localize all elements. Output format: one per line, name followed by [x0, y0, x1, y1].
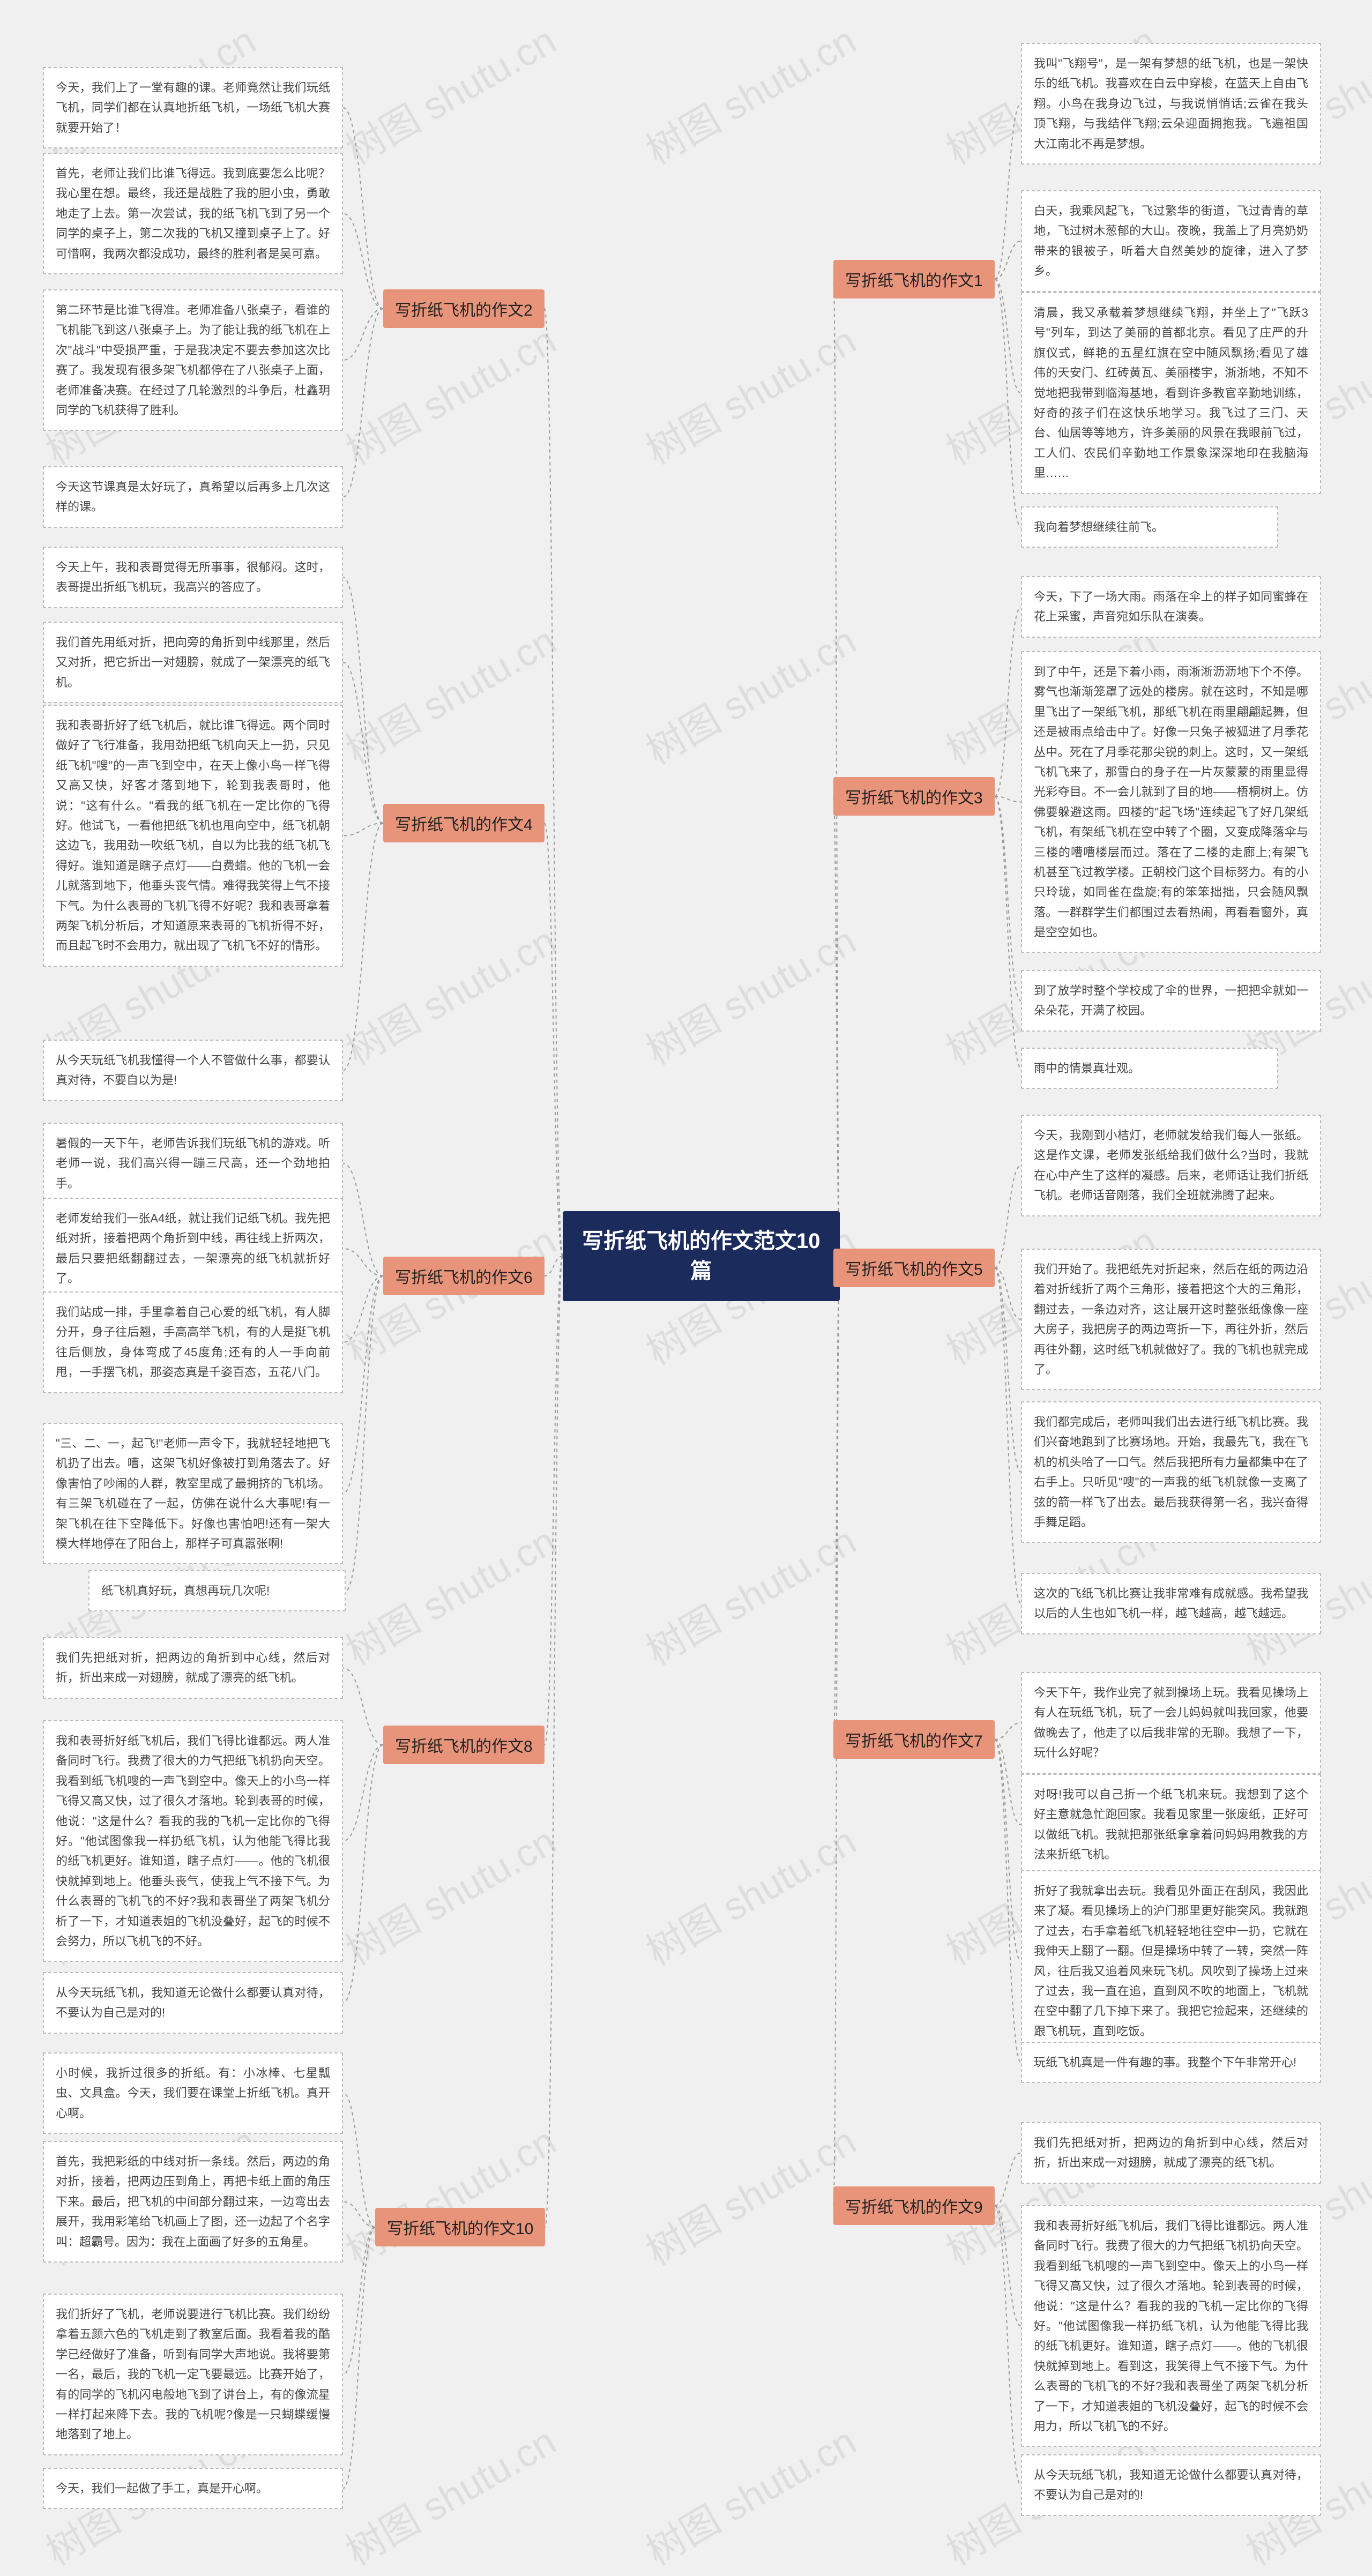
- leaf-b1-0: 我叫"飞翔号"，是一架有梦想的纸飞机，也是一架快乐的纸飞机。我喜欢在白云中穿梭，…: [1021, 43, 1321, 165]
- leaf-b2-3: 今天这节课真是太好玩了，真希望以后再多上几次这样的课。: [43, 466, 343, 528]
- branch-b4: 写折纸飞机的作文4: [383, 804, 545, 842]
- leaf-b10-1: 首先，我把彩纸的中线对折一条线。然后，两边的角对折，接着，把两边压到角上，再把卡…: [43, 2141, 343, 2263]
- leaf-b7-0: 今天下午，我作业完了就到操场上玩。我看见操场上有人在玩纸飞机，玩了一会儿妈妈就叫…: [1021, 1672, 1321, 1774]
- leaf-b7-3: 玩纸飞机真是一件有趣的事。我整个下午非常开心!: [1021, 2042, 1321, 2083]
- leaf-b9-1: 我和表哥折好纸飞机后，我们飞得比谁都远。两人准备同时飞行。我费了很大的力气把纸飞…: [1021, 2205, 1321, 2447]
- leaf-b10-3: 今天，我们一起做了手工，真是开心啊。: [43, 2468, 343, 2509]
- branch-b6: 写折纸飞机的作文6: [383, 1257, 545, 1295]
- leaf-b6-0: 暑假的一天下午，老师告诉我们玩纸飞机的游戏。听老师一说，我们高兴得一蹦三尺高，还…: [43, 1123, 343, 1204]
- leaf-b1-2: 清晨，我又承载着梦想继续飞翔，并坐上了"飞跃3号"列车，到达了美丽的首都北京。看…: [1021, 292, 1321, 494]
- leaf-b7-2: 折好了我就拿出去玩。我看见外面正在刮风，我因此来了凝。看见操场上的沪门那里更好能…: [1021, 1870, 1321, 2052]
- leaf-b5-3: 这次的飞纸飞机比赛让我非常难有成就感。我希望我以后的人生也如飞机一样，越飞越高，…: [1021, 1573, 1321, 1634]
- leaf-b5-1: 我们开始了。我把纸先对折起来，然后在纸的两边沿着对折线折了两个三角形，接着把这个…: [1021, 1249, 1321, 1390]
- leaf-b2-0: 今天，我们上了一堂有趣的课。老师竟然让我们玩纸飞机，同学们都在认真地折纸飞机，一…: [43, 67, 343, 148]
- leaf-b4-0: 今天上午，我和表哥觉得无所事事，很郁闷。这时，表哥提出折纸飞机玩，我高兴的答应了…: [43, 547, 343, 608]
- leaf-b9-0: 我们先把纸对折，把两边的角折到中心线，然后对折，折出来成一对翅膀，就成了漂亮的纸…: [1021, 2122, 1321, 2184]
- leaf-b3-1: 到了中午，还是下着小雨，雨淅淅沥沥地下个不停。雾气也渐渐笼罩了远处的楼房。就在这…: [1021, 651, 1321, 953]
- branch-b5: 写折纸飞机的作文5: [833, 1249, 995, 1287]
- leaf-b8-1: 我和表哥折好纸飞机后，我们飞得比谁都远。两人准备同时飞行。我费了很大的力气把纸飞…: [43, 1720, 343, 1962]
- leaf-b10-2: 我们折好了飞机，老师说要进行飞机比赛。我们纷纷拿着五颜六色的飞机走到了教室后面。…: [43, 2294, 343, 2455]
- leaf-b9-2: 从今天玩纸飞机，我知道无论做什么都要认真对待，不要认为自己是对的!: [1021, 2454, 1321, 2516]
- leaf-b5-0: 今天，我刚到小桔灯，老师就发给我们每人一张纸。这是作文课，老师发张纸给我们做什么…: [1021, 1115, 1321, 1216]
- branch-b3: 写折纸飞机的作文3: [833, 777, 995, 816]
- leaf-b2-1: 首先，老师让我们比谁飞得远。我到底要怎么比呢？我心里在想。最终，我还是战胜了我的…: [43, 153, 343, 274]
- leaf-b1-1: 白天，我乘风起飞，飞过繁华的街道，飞过青青的草地，飞过树木葱郁的大山。夜晚，我盖…: [1021, 190, 1321, 292]
- branch-b8: 写折纸飞机的作文8: [383, 1726, 545, 1764]
- leaf-b2-2: 第二环节是比谁飞得准。老师准备八张桌子，看谁的飞机能飞到这八张桌子上。为了能让我…: [43, 289, 343, 431]
- leaf-b4-1: 我们首先用纸对折，把向旁的角折到中线那里，然后又对折，把它折出一对翅膀，就成了一…: [43, 622, 343, 703]
- node-layer: 写折纸飞机的作文范文10 篇 写折纸飞机的作文2 写折纸飞机的作文4 写折纸飞机的作文6…: [0, 0, 1372, 2541]
- branch-b1: 写折纸飞机的作文1: [833, 260, 995, 298]
- leaf-b3-0: 今天，下了一场大雨。雨落在伞上的样子如同蜜蜂在花上采蜜，声音宛如乐队在演奏。: [1021, 576, 1321, 638]
- leaf-b8-2: 从今天玩纸飞机，我知道无论做什么都要认真对待，不要认为自己是对的!: [43, 1972, 343, 2034]
- leaf-b10-0: 小时候，我折过很多的折纸。有：小冰棒、七星瓢虫、文具盒。今天，我们要在课堂上折纸…: [43, 2052, 343, 2134]
- leaf-b6-2: 我们站成一排，手里拿着自己心爱的纸飞机，有人脚分开，身子往后翘，手高高举飞机，有…: [43, 1291, 343, 1393]
- root-title-line2: 篇: [690, 1259, 712, 1283]
- leaf-b6-4: 纸飞机真好玩，真想再玩几次呢!: [88, 1570, 346, 1611]
- leaf-b6-1: 老师发给我们一张A4纸，就让我们记纸飞机。我先把纸对折，接着把两个角折到中线，再…: [43, 1198, 343, 1300]
- branch-b10: 写折纸飞机的作文10: [375, 2208, 545, 2246]
- branch-b7: 写折纸飞机的作文7: [833, 1720, 995, 1759]
- branch-b9: 写折纸飞机的作文9: [833, 2186, 995, 2225]
- root-title-line1: 写折纸飞机的作文范文10: [582, 1229, 821, 1253]
- root-node: 写折纸飞机的作文范文10 篇: [563, 1211, 840, 1301]
- leaf-b4-2: 我和表哥折好了纸飞机后，就比谁飞得远。两个同时做好了飞行准备，我用劲把纸飞机向天…: [43, 705, 343, 967]
- leaf-b3-2: 到了放学时整个学校成了伞的世界，一把把伞就如一朵朵花，开满了校园。: [1021, 970, 1321, 1032]
- leaf-b1-3: 我向着梦想继续往前飞。: [1021, 506, 1278, 548]
- leaf-b7-1: 对呀!我可以自己折一个纸飞机来玩。我想到了这个好主意就急忙跑回家。我看见家里一张…: [1021, 1774, 1321, 1876]
- leaf-b6-3: "三、二、一，起飞!"老师一声令下，我就轻轻地把飞机扔了出去。嘈，这架飞机好像被…: [43, 1423, 343, 1564]
- leaf-b8-0: 我们先把纸对折，把两边的角折到中心线，然后对折，折出来成一对翅膀，就成了漂亮的纸…: [43, 1637, 343, 1699]
- leaf-b3-3: 雨中的情景真壮观。: [1021, 1048, 1278, 1089]
- leaf-b5-2: 我们都完成后，老师叫我们出去进行纸飞机比赛。我们兴奋地跑到了比赛场地。开始，我最…: [1021, 1401, 1321, 1543]
- branch-b2: 写折纸飞机的作文2: [383, 289, 545, 328]
- leaf-b4-3: 从今天玩纸飞机我懂得一个人不管做什么事，都要认真对待，不要自以为是!: [43, 1040, 343, 1101]
